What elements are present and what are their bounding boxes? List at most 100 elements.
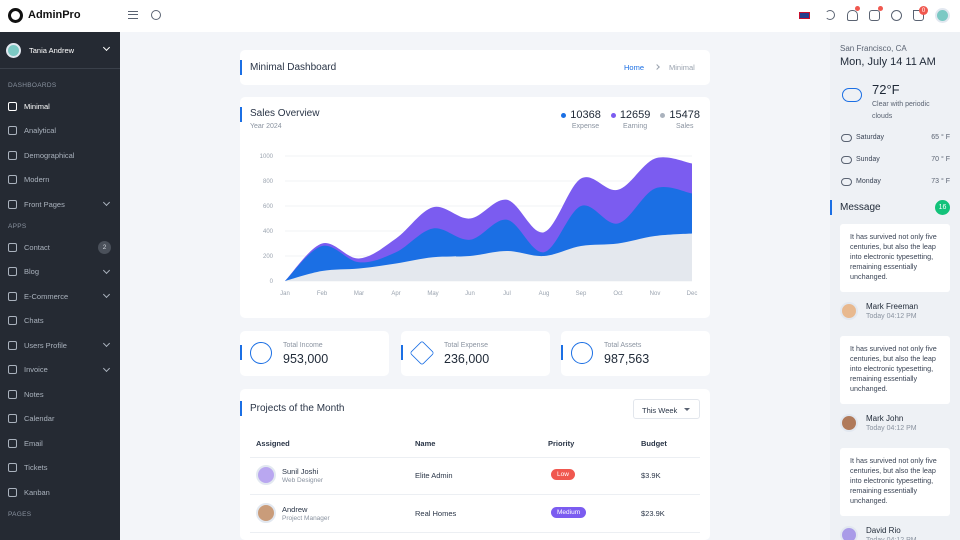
- nav-icon: [8, 175, 17, 184]
- messages-title: Message: [840, 202, 881, 213]
- user-name[interactable]: Tania Andrew: [29, 46, 75, 55]
- stat-card: Total Income 953,000: [240, 331, 389, 376]
- nav-label: Blog: [24, 267, 40, 276]
- nav-label: Modern: [24, 175, 50, 184]
- logo-icon: [8, 8, 23, 23]
- nav-label: Demographical: [24, 150, 75, 160]
- stat-card: Total Expense 236,000: [401, 331, 550, 376]
- legend-item[interactable]: 12659 Earning: [610, 109, 650, 130]
- assignee-role: Project Manager: [282, 515, 330, 522]
- nav-item[interactable]: Chats: [0, 311, 120, 331]
- legend-dot: [660, 113, 666, 118]
- nav-label: Email: [24, 438, 43, 448]
- x-tick-label: Sep: [576, 291, 587, 297]
- forecast-temp: 73 ° F: [931, 178, 950, 185]
- apps-icon[interactable]: [891, 10, 902, 21]
- page-header: Minimal Dashboard Home Minimal: [240, 50, 710, 85]
- nav-item[interactable]: Minimal: [0, 96, 120, 116]
- divider: [0, 68, 120, 69]
- submenu-chevron: [102, 339, 111, 348]
- accent: [830, 200, 832, 215]
- x-tick-label: Jan: [280, 291, 290, 297]
- submenu-chevron: [102, 364, 111, 372]
- nav-icon: [8, 267, 17, 276]
- nav-item[interactable]: E-Commerce: [0, 286, 120, 306]
- nav-item[interactable]: Modern: [0, 170, 120, 190]
- legend-text: 15478 Sales: [669, 109, 700, 130]
- nav-item[interactable]: Email: [0, 433, 120, 453]
- nav-icon: [8, 340, 17, 350]
- stat-label: Total Assets: [604, 342, 642, 349]
- menu-toggle[interactable]: [128, 11, 138, 19]
- nav-label: E-Commerce: [24, 291, 69, 301]
- legend-text: 10368 Expense: [570, 109, 601, 130]
- nav-item[interactable]: Demographical: [0, 145, 120, 165]
- dropdown-caret: [684, 408, 690, 414]
- y-tick-label: 400: [263, 229, 274, 235]
- stat-value: 953,000: [283, 352, 329, 366]
- message-text: It has survived not only five centuries,…: [840, 224, 950, 292]
- weather-description: Clear with periodic clouds: [872, 101, 930, 120]
- nav-item[interactable]: Calendar: [0, 409, 120, 429]
- x-tick-label: Mar: [354, 291, 364, 297]
- nav-item[interactable]: Notes: [0, 384, 120, 404]
- x-tick-label: May: [427, 291, 438, 297]
- nav-label: Front Pages: [24, 199, 65, 209]
- messages-icon[interactable]: [869, 10, 880, 21]
- x-tick-label: Oct: [613, 291, 623, 297]
- divider: [250, 457, 700, 458]
- legend-item[interactable]: 15478 Sales: [660, 109, 700, 130]
- nav-item[interactable]: Tickets: [0, 458, 120, 478]
- nav-icon: [8, 150, 17, 160]
- message-text: It has survived not only five centuries,…: [840, 448, 950, 516]
- nav-item[interactable]: Contact 2: [0, 237, 120, 257]
- x-tick-label: Dec: [687, 291, 698, 297]
- breadcrumb-current: Minimal: [669, 63, 695, 72]
- projects-title: Projects of the Month: [250, 403, 345, 414]
- column-header: Name: [415, 439, 436, 448]
- weather-location: San Francisco, CA: [840, 44, 907, 53]
- theme-toggle[interactable]: [825, 10, 835, 20]
- legend: 10368 Expense 12659 Earning 15478 Sales: [561, 109, 700, 130]
- search-button[interactable]: [151, 10, 161, 20]
- weather-temp: 72°F: [872, 82, 900, 97]
- sender-avatar: [840, 302, 858, 320]
- nav-item[interactable]: Invoice: [0, 360, 120, 380]
- x-tick-label: Apr: [391, 291, 400, 297]
- profile-avatar[interactable]: [935, 8, 950, 23]
- submenu-chevron: [102, 198, 111, 207]
- user-chevron[interactable]: [102, 43, 111, 52]
- right-panel: San Francisco, CA Mon, July 14 11 AM 72°…: [830, 32, 960, 540]
- legend-item[interactable]: 10368 Expense: [561, 109, 601, 130]
- nav-item[interactable]: Users Profile: [0, 335, 120, 355]
- breadcrumb-link[interactable]: Home: [624, 63, 645, 72]
- x-tick-label: Aug: [539, 291, 550, 297]
- nav-item[interactable]: Front Pages: [0, 194, 120, 214]
- notification-dot: [855, 6, 860, 11]
- assignee-name: Andrew: [282, 505, 308, 514]
- column-header: Assigned: [256, 439, 290, 448]
- budget: $23.9K: [641, 509, 665, 518]
- nav-item[interactable]: Analytical: [0, 121, 120, 141]
- page-title: Minimal Dashboard: [250, 62, 337, 73]
- legend-dot: [610, 113, 616, 118]
- chart-subtitle: Year 2024: [250, 123, 282, 130]
- week-filter[interactable]: This Week: [633, 399, 700, 419]
- nav-icon: [8, 291, 17, 301]
- nav-icon: [8, 414, 17, 423]
- assignee-name: Sunil Joshi: [282, 467, 319, 476]
- sender-name: Mark John: [866, 414, 904, 423]
- stat-icon: [571, 342, 593, 364]
- cart[interactable]: [913, 10, 924, 21]
- section-label: APPS: [8, 223, 27, 230]
- nav-icon: [8, 487, 17, 497]
- nav-icon: [8, 389, 17, 399]
- notifications[interactable]: [847, 10, 858, 21]
- nav-icon: [8, 316, 17, 325]
- nav-item[interactable]: Kanban: [0, 482, 120, 502]
- projects-card: Projects of the Month This Week Assigned…: [240, 389, 710, 540]
- x-tick-label: Feb: [317, 291, 328, 297]
- language-flag[interactable]: [799, 12, 810, 19]
- area: [285, 233, 692, 281]
- nav-item[interactable]: Blog: [0, 262, 120, 282]
